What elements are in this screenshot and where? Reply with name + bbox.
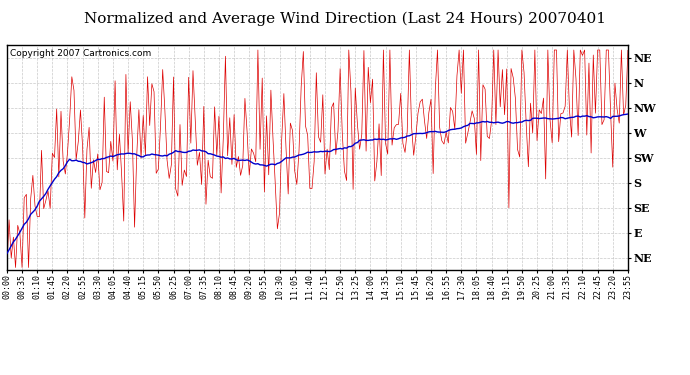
Text: Copyright 2007 Cartronics.com: Copyright 2007 Cartronics.com [10,50,151,58]
Text: Normalized and Average Wind Direction (Last 24 Hours) 20070401: Normalized and Average Wind Direction (L… [84,11,606,26]
